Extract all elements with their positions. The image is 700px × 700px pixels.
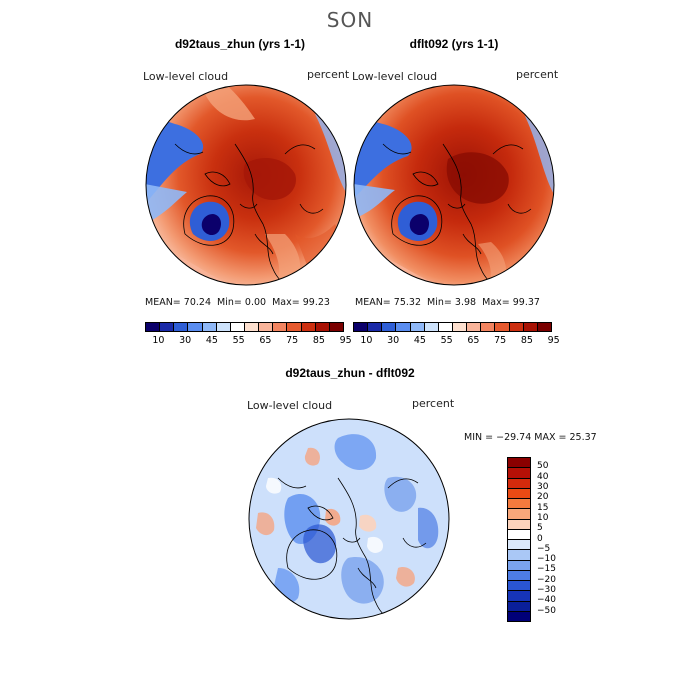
colorbar-swatch (509, 323, 524, 331)
colorbar-swatch (244, 323, 260, 331)
panel1-polar-map (145, 84, 347, 286)
colorbar-swatch (230, 323, 245, 331)
colorbar-swatch (508, 468, 530, 479)
colorbar-swatch (508, 478, 530, 489)
colorbar-swatch (508, 601, 530, 612)
colorbar-swatch (508, 591, 530, 602)
colorbar-tick-label: 15 (537, 502, 549, 513)
colorbar-swatch (467, 323, 482, 331)
colorbar-swatch (508, 540, 530, 551)
panel2-stats: MEAN= 75.32 Min= 3.98 Max= 99.37 (355, 297, 540, 308)
panel3-colorbar-ticks: 50 40 30 20 15 10 5 0 −5 −10 −15 −20 −30 −40 −50 (537, 457, 577, 622)
colorbar-swatch (216, 323, 231, 331)
colorbar-swatch (174, 323, 189, 331)
colorbar-swatch (259, 323, 274, 331)
colorbar-tick-label: 75 (286, 335, 299, 346)
colorbar-swatch (382, 323, 397, 331)
panel3-title: d92taus_zhun - dflt092 (285, 366, 415, 380)
colorbar-tick-label: 10 (360, 335, 373, 346)
colorbar-tick-label: −10 (537, 554, 556, 565)
panel2-variable-label: Low-level cloud (352, 70, 438, 83)
colorbar-tick-label: 20 (537, 492, 549, 503)
colorbar-swatch (329, 323, 343, 331)
colorbar-tick-label: 65 (259, 335, 272, 346)
panel1-stats: MEAN= 70.24 Min= 0.00 Max= 99.23 (145, 297, 330, 308)
colorbar-swatch (508, 550, 530, 561)
colorbar-tick-label: 95 (547, 335, 560, 346)
colorbar-swatch (508, 560, 530, 571)
colorbar-tick-label: 95 (339, 335, 352, 346)
colorbar-tick-label: 85 (520, 335, 533, 346)
colorbar-swatch (273, 323, 288, 331)
colorbar-tick-label: −20 (537, 574, 556, 585)
colorbar-tick-label: −30 (537, 585, 556, 596)
panel3-min-max: MIN = −29.74 MAX = 25.37 (464, 432, 597, 443)
colorbar-tick-label: 45 (205, 335, 218, 346)
panel1-title: d92taus_zhun (yrs 1-1) (174, 37, 306, 51)
colorbar-tick-label: −50 (537, 605, 556, 616)
colorbar-tick-label: −15 (537, 564, 556, 575)
colorbar-swatch (508, 529, 530, 540)
colorbar-swatch (410, 323, 425, 331)
colorbar-tick-label: 45 (413, 335, 426, 346)
colorbar-tick-label: 85 (312, 335, 325, 346)
colorbar-swatch (287, 323, 302, 331)
colorbar-swatch (368, 323, 383, 331)
colorbar-swatch (508, 581, 530, 592)
colorbar-swatch (396, 323, 411, 331)
colorbar-tick-label: 65 (467, 335, 480, 346)
colorbar-swatch (508, 519, 530, 530)
colorbar-tick-label: 40 (537, 471, 549, 482)
colorbar-swatch (301, 323, 316, 331)
colorbar-tick-label: 50 (537, 461, 549, 472)
colorbar-tick-label: −40 (537, 595, 556, 606)
colorbar-swatch (424, 323, 439, 331)
colorbar-tick-label: 75 (494, 335, 507, 346)
colorbar-swatch (508, 611, 530, 621)
colorbar-swatch (146, 323, 161, 331)
colorbar-swatch (523, 323, 538, 331)
colorbar-swatch (537, 323, 551, 331)
colorbar-tick-label: 55 (440, 335, 453, 346)
colorbar-tick-label: 30 (537, 481, 549, 492)
colorbar-tick-label: 0 (537, 533, 543, 544)
colorbar-swatch (508, 458, 530, 469)
panel1-colorbar (145, 322, 344, 332)
colorbar-swatch (508, 488, 530, 499)
colorbar-tick-label: 5 (537, 523, 543, 534)
colorbar-swatch (452, 323, 468, 331)
colorbar-swatch (202, 323, 217, 331)
panel3-colorbar (507, 457, 531, 622)
colorbar-tick-label: −5 (537, 543, 551, 554)
colorbar-swatch (481, 323, 496, 331)
colorbar-swatch (438, 323, 453, 331)
colorbar-swatch (508, 509, 530, 520)
panel2-polar-map (353, 84, 555, 286)
colorbar-swatch (354, 323, 369, 331)
panel3-variable-label: Low-level cloud (247, 399, 333, 412)
panel3-difference-map (248, 418, 450, 620)
colorbar-swatch (508, 499, 530, 510)
panel1-unit-label: percent (307, 68, 350, 81)
panel2-colorbar (353, 322, 552, 332)
colorbar-swatch (188, 323, 203, 331)
panel2-colorbar-ticks: 10 30 45 55 65 75 85 95 (353, 335, 567, 346)
colorbar-swatch (508, 570, 530, 581)
panel1-variable-label: Low-level cloud (143, 70, 229, 83)
panel2-title: dflt092 (yrs 1-1) (409, 37, 499, 51)
colorbar-swatch (315, 323, 330, 331)
colorbar-tick-label: 10 (152, 335, 165, 346)
panel3-unit-label: percent (412, 397, 455, 410)
panel1-colorbar-ticks: 10 30 45 55 65 75 85 95 (145, 335, 359, 346)
colorbar-tick-label: 30 (179, 335, 192, 346)
season-title: SON (326, 8, 374, 32)
colorbar-tick-label: 10 (537, 512, 549, 523)
colorbar-swatch (495, 323, 510, 331)
colorbar-tick-label: 55 (232, 335, 245, 346)
panel2-unit-label: percent (516, 68, 559, 81)
colorbar-tick-label: 30 (387, 335, 400, 346)
colorbar-swatch (160, 323, 175, 331)
